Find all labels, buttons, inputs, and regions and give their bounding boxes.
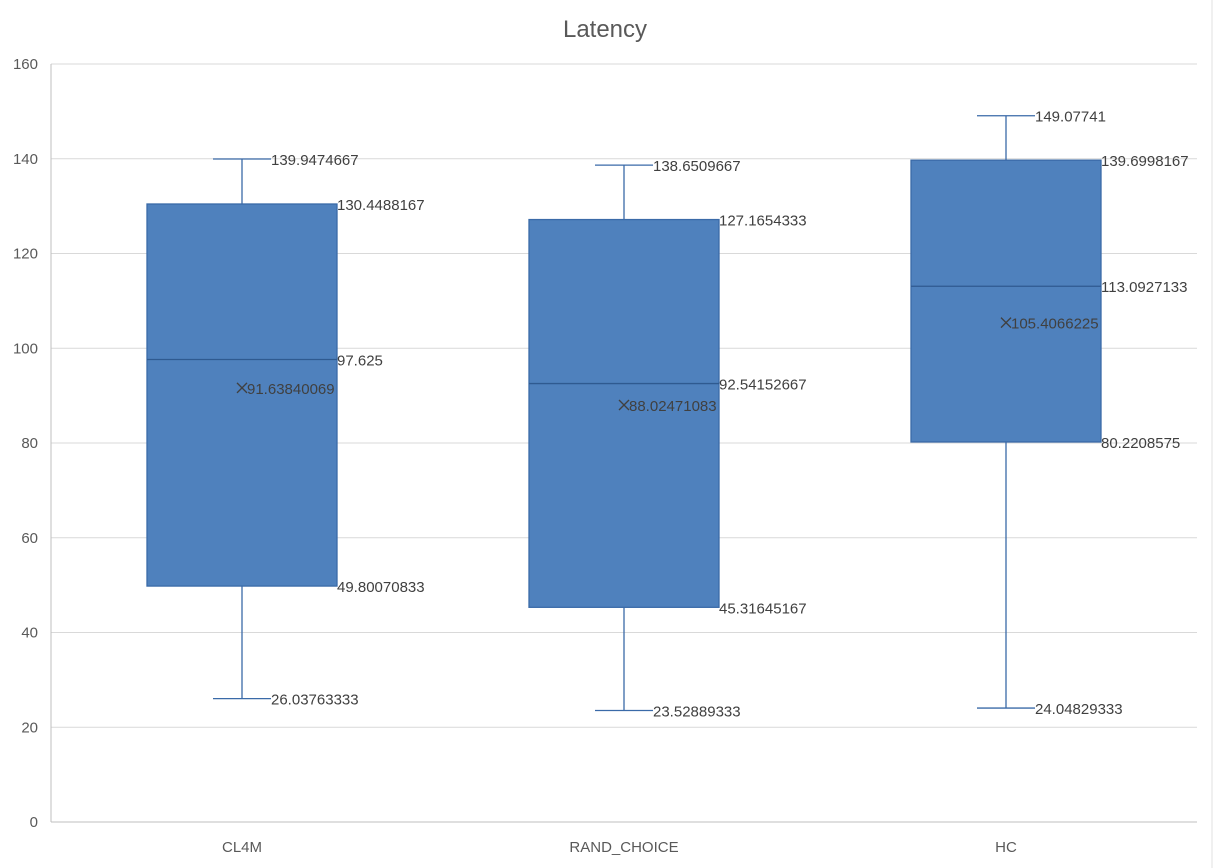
box-series	[146, 115, 1102, 712]
q1-label: 49.80070833	[337, 579, 425, 596]
data-labels: 139.9474667 26.03763333 130.4488167 49.8007…	[247, 109, 1189, 721]
x-tick-label: RAND_CHOICE	[569, 839, 678, 856]
mean-marker	[236, 382, 248, 394]
q3-label: 130.4488167	[337, 197, 425, 214]
y-tick-label: 160	[13, 56, 38, 73]
y-tick-label: 80	[21, 435, 38, 452]
box-group-rand-choice	[528, 164, 720, 712]
box-group-hc	[910, 115, 1102, 709]
max-label: 149.07741	[1035, 109, 1106, 126]
y-tick-label: 20	[21, 719, 38, 736]
y-tick-label: 60	[21, 530, 38, 547]
iqr-box	[910, 159, 1102, 443]
max-label: 138.6509667	[653, 158, 741, 175]
mean-marker	[618, 399, 630, 411]
y-axis: 0 20 40 60 80 100 120 140 160	[13, 56, 52, 831]
x-axis: CL4M RAND_CHOICE HC	[51, 821, 1197, 856]
iqr-box	[528, 218, 720, 608]
q1-label: 45.31645167	[719, 600, 807, 617]
y-tick-label: 100	[13, 340, 38, 357]
max-label: 139.9474667	[271, 152, 359, 169]
chart-title: Latency	[563, 16, 647, 43]
q3-label: 139.6998167	[1101, 153, 1189, 170]
mean-label: 88.02471083	[629, 398, 717, 415]
y-tick-label: 140	[13, 151, 38, 168]
q1-label: 80.2208575	[1101, 435, 1180, 452]
q3-label: 127.1654333	[719, 213, 807, 230]
median-label: 92.54152667	[719, 377, 807, 394]
min-label: 26.03763333	[271, 692, 359, 709]
median-label: 97.625	[337, 353, 383, 370]
mean-marker	[1000, 317, 1012, 329]
box-group-cl4m	[146, 158, 338, 700]
min-label: 24.04829333	[1035, 701, 1123, 718]
mean-label: 91.63840069	[247, 381, 335, 398]
y-tick-label: 120	[13, 246, 38, 263]
x-tick-label: HC	[995, 839, 1017, 856]
iqr-box	[146, 203, 338, 587]
y-tick-label: 0	[30, 814, 38, 831]
median-label: 113.0927133	[1101, 279, 1187, 296]
min-label: 23.52889333	[653, 704, 741, 721]
mean-label: 105.4066225	[1011, 316, 1099, 333]
y-tick-label: 40	[21, 625, 38, 642]
x-tick-label: CL4M	[222, 839, 262, 856]
